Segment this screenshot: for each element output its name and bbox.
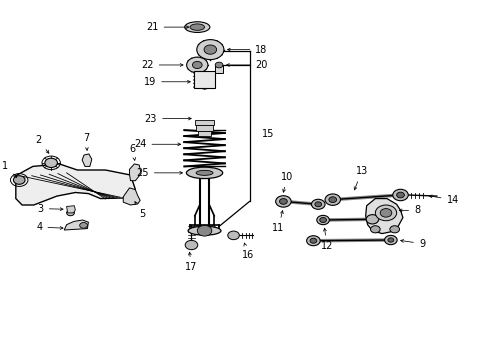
Text: 23: 23 xyxy=(144,113,191,123)
FancyBboxPatch shape xyxy=(215,65,223,73)
Text: 17: 17 xyxy=(185,252,197,272)
Polygon shape xyxy=(365,199,402,234)
Circle shape xyxy=(328,197,336,203)
Text: 12: 12 xyxy=(320,228,332,251)
Text: 24: 24 xyxy=(134,139,180,149)
Circle shape xyxy=(366,215,378,224)
Ellipse shape xyxy=(188,226,221,235)
Text: 16: 16 xyxy=(242,243,254,260)
Polygon shape xyxy=(123,188,140,205)
Circle shape xyxy=(314,202,321,207)
Text: 6: 6 xyxy=(130,144,136,160)
Text: 15: 15 xyxy=(261,129,273,139)
FancyBboxPatch shape xyxy=(194,120,214,125)
Text: 18: 18 xyxy=(227,45,267,55)
Text: 3: 3 xyxy=(38,203,63,213)
Circle shape xyxy=(316,215,329,225)
Text: 25: 25 xyxy=(136,168,182,178)
Circle shape xyxy=(370,226,379,233)
Circle shape xyxy=(13,176,25,184)
Polygon shape xyxy=(16,164,135,205)
Polygon shape xyxy=(64,220,88,230)
Text: 9: 9 xyxy=(400,239,424,249)
Text: 4: 4 xyxy=(36,222,63,232)
Ellipse shape xyxy=(190,24,204,30)
Text: 11: 11 xyxy=(272,211,284,233)
Text: 22: 22 xyxy=(141,60,183,70)
Text: 7: 7 xyxy=(82,133,89,150)
Circle shape xyxy=(207,225,215,231)
Circle shape xyxy=(203,45,216,54)
Circle shape xyxy=(389,226,399,233)
Text: 14: 14 xyxy=(428,195,458,204)
Circle shape xyxy=(279,199,286,204)
Circle shape xyxy=(197,225,211,236)
Circle shape xyxy=(193,225,201,231)
Circle shape xyxy=(185,240,197,249)
Text: 21: 21 xyxy=(146,22,188,32)
Text: 5: 5 xyxy=(135,202,145,219)
Circle shape xyxy=(275,196,290,207)
Circle shape xyxy=(396,192,404,198)
Circle shape xyxy=(80,222,87,228)
Circle shape xyxy=(215,62,223,68)
Ellipse shape xyxy=(196,170,213,175)
Circle shape xyxy=(375,205,396,221)
Text: 2: 2 xyxy=(35,135,49,153)
Text: 10: 10 xyxy=(281,172,293,192)
Ellipse shape xyxy=(186,167,222,179)
FancyBboxPatch shape xyxy=(194,71,215,88)
Circle shape xyxy=(384,235,396,245)
Polygon shape xyxy=(66,206,75,213)
Circle shape xyxy=(45,158,57,167)
Polygon shape xyxy=(82,154,92,166)
Circle shape xyxy=(309,238,316,243)
Circle shape xyxy=(227,231,239,240)
Ellipse shape xyxy=(184,22,209,32)
FancyBboxPatch shape xyxy=(196,125,212,131)
FancyBboxPatch shape xyxy=(197,131,211,136)
Circle shape xyxy=(379,208,391,217)
Text: 20: 20 xyxy=(226,60,267,70)
Text: 19: 19 xyxy=(143,77,190,87)
Circle shape xyxy=(196,40,224,60)
Text: 1: 1 xyxy=(2,161,17,177)
Circle shape xyxy=(319,217,326,222)
Circle shape xyxy=(186,57,207,73)
Circle shape xyxy=(392,189,407,201)
Circle shape xyxy=(306,236,320,246)
Polygon shape xyxy=(129,164,141,181)
Circle shape xyxy=(192,62,202,68)
Text: 13: 13 xyxy=(353,166,367,190)
Circle shape xyxy=(311,199,325,209)
Text: 8: 8 xyxy=(399,205,419,215)
Circle shape xyxy=(66,210,74,216)
Circle shape xyxy=(387,238,393,242)
Circle shape xyxy=(325,194,340,205)
